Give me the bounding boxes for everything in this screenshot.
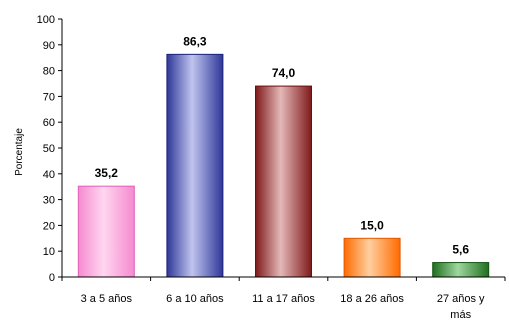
data-label: 35,2 (95, 166, 119, 180)
bar (255, 85, 312, 278)
bar (166, 53, 224, 278)
data-label: 86,3 (183, 34, 207, 48)
y-tick-label: 10 (43, 246, 55, 258)
bars: 35,2 86,3 74,0 15,0 5,6 (77, 34, 490, 278)
bar (343, 237, 401, 278)
y-tick-label: 50 (43, 143, 55, 155)
data-label: 5,6 (452, 243, 469, 257)
x-tick-label: 18 a 26 años (340, 293, 404, 305)
y-axis-label: Porcentaje (14, 128, 25, 176)
bar (432, 262, 490, 278)
y-tick-label: 70 (43, 91, 55, 103)
y-tick-label: 100 (37, 14, 55, 26)
x-tick-label: 6 a 10 años (166, 293, 224, 305)
y-tick-label: 30 (43, 195, 55, 207)
x-tick-label: 3 a 5 años (81, 293, 133, 305)
data-label: 74,0 (272, 66, 296, 80)
y-tick-label: 60 (43, 117, 55, 129)
x-tick-label: 11 a 17 años (252, 293, 315, 305)
y-tick-label: 80 (43, 66, 55, 78)
x-tick-label: más (450, 309, 471, 321)
y-axis: 0 10 20 30 40 50 60 70 80 90 100 (37, 14, 62, 284)
x-tick-label: 27 años y (437, 293, 485, 305)
x-axis: 3 a 5 años 6 a 10 años 11 a 17 años 18 a 26… (61, 277, 506, 321)
data-label: 15,0 (360, 218, 384, 232)
y-tick-label: 20 (43, 220, 55, 232)
y-tick-label: 90 (43, 40, 55, 52)
y-tick-label: 0 (49, 272, 55, 284)
y-tick-label: 40 (43, 169, 55, 181)
bar (77, 185, 135, 278)
